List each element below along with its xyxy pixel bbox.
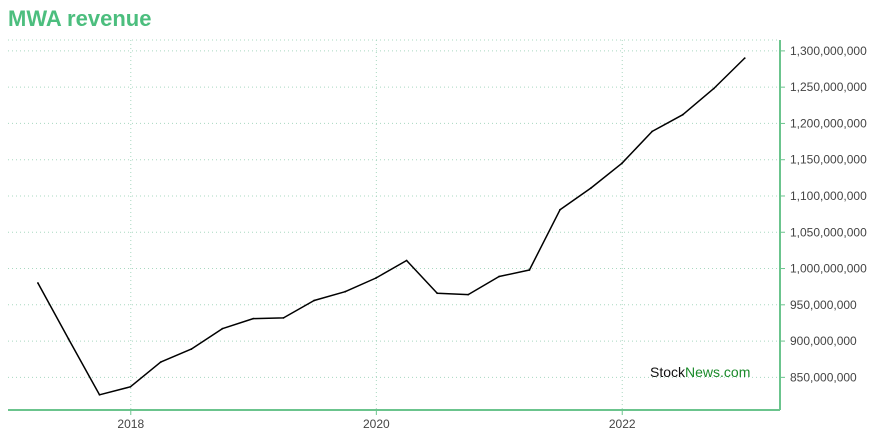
data-point bbox=[712, 87, 715, 90]
data-point bbox=[129, 385, 132, 388]
y-tick-label: 1,300,000,000 bbox=[790, 44, 867, 58]
y-tick-label: 1,150,000,000 bbox=[790, 153, 867, 167]
data-point bbox=[98, 393, 101, 396]
watermark-news: News bbox=[685, 364, 721, 380]
x-tick-label: 2020 bbox=[363, 417, 390, 431]
y-tick-label: 1,050,000,000 bbox=[790, 225, 867, 239]
series bbox=[37, 57, 746, 396]
y-tick-label: 1,100,000,000 bbox=[790, 189, 867, 203]
data-point bbox=[467, 293, 470, 296]
y-tick-label: 950,000,000 bbox=[790, 298, 857, 312]
data-point bbox=[590, 187, 592, 189]
data-point bbox=[252, 317, 255, 320]
data-point bbox=[498, 275, 500, 278]
watermark-stock: Stock bbox=[650, 364, 686, 380]
y-tick-label: 900,000,000 bbox=[790, 334, 857, 348]
tick-labels: 850,000,000 900,000,000 950,000,000 1,000,0… bbox=[117, 44, 867, 431]
watermark-com: .com bbox=[720, 364, 751, 380]
axes bbox=[8, 40, 785, 415]
data-point bbox=[528, 269, 531, 271]
data-point bbox=[313, 299, 315, 302]
data-point bbox=[221, 327, 224, 330]
y-tick-label: 1,200,000,000 bbox=[790, 116, 867, 130]
data-point bbox=[344, 290, 346, 293]
data-point bbox=[405, 259, 408, 262]
data-point bbox=[651, 130, 654, 133]
data-point bbox=[37, 282, 39, 284]
y-tick-label: 1,000,000,000 bbox=[790, 262, 867, 276]
chart-title: MWA revenue bbox=[8, 6, 152, 31]
data-point bbox=[190, 348, 193, 350]
data-point bbox=[621, 162, 623, 165]
x-tick-label: 2018 bbox=[117, 417, 144, 431]
x-tick-label: 2022 bbox=[609, 417, 636, 431]
revenue-line bbox=[37, 57, 746, 396]
data-point bbox=[559, 208, 561, 211]
data-point bbox=[67, 338, 70, 340]
data-point bbox=[159, 361, 162, 363]
grid bbox=[8, 39, 780, 410]
data-point bbox=[743, 57, 746, 59]
data-point bbox=[282, 317, 285, 319]
y-tick-label: 1,250,000,000 bbox=[790, 80, 867, 94]
y-tick-label: 850,000,000 bbox=[790, 370, 857, 384]
watermark: StockNews.com bbox=[650, 364, 750, 380]
data-point bbox=[681, 113, 684, 116]
data-point bbox=[375, 277, 377, 279]
data-point bbox=[436, 292, 439, 295]
